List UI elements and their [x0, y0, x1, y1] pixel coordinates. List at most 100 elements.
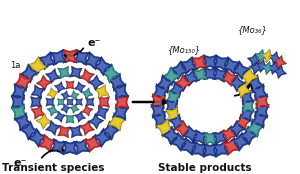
Polygon shape	[169, 60, 189, 80]
Polygon shape	[77, 100, 81, 104]
Polygon shape	[271, 54, 279, 62]
Polygon shape	[49, 90, 56, 97]
Polygon shape	[62, 92, 69, 98]
Polygon shape	[72, 68, 80, 77]
Polygon shape	[112, 83, 129, 100]
Polygon shape	[203, 55, 217, 69]
Polygon shape	[61, 104, 70, 113]
Polygon shape	[155, 86, 166, 98]
Polygon shape	[276, 58, 284, 66]
Polygon shape	[261, 49, 275, 63]
Polygon shape	[155, 74, 175, 94]
Polygon shape	[169, 132, 189, 152]
Polygon shape	[84, 90, 91, 97]
Polygon shape	[14, 86, 25, 97]
Polygon shape	[88, 113, 104, 129]
Polygon shape	[153, 106, 163, 116]
Polygon shape	[168, 102, 176, 110]
Polygon shape	[67, 82, 73, 88]
Polygon shape	[86, 55, 99, 67]
Polygon shape	[82, 88, 93, 99]
Polygon shape	[65, 143, 75, 152]
Polygon shape	[79, 120, 95, 136]
Polygon shape	[215, 57, 226, 68]
Polygon shape	[182, 69, 200, 87]
Polygon shape	[159, 122, 171, 134]
Polygon shape	[79, 68, 95, 84]
Polygon shape	[155, 118, 175, 138]
Polygon shape	[104, 67, 117, 80]
Polygon shape	[68, 100, 72, 104]
Polygon shape	[168, 81, 186, 98]
Polygon shape	[101, 121, 121, 140]
Polygon shape	[254, 94, 269, 109]
Polygon shape	[76, 52, 87, 63]
Polygon shape	[87, 99, 93, 105]
Polygon shape	[166, 90, 181, 105]
Text: {Mo₃₆}: {Mo₃₆}	[238, 25, 268, 34]
Polygon shape	[69, 66, 82, 79]
Polygon shape	[228, 120, 246, 138]
Polygon shape	[203, 143, 217, 157]
Polygon shape	[168, 113, 186, 131]
Polygon shape	[237, 117, 249, 128]
Polygon shape	[252, 64, 260, 72]
Polygon shape	[174, 74, 192, 92]
Polygon shape	[223, 128, 235, 140]
Polygon shape	[92, 56, 112, 76]
Polygon shape	[65, 52, 75, 61]
Polygon shape	[261, 61, 275, 75]
Polygon shape	[239, 126, 259, 146]
Polygon shape	[76, 113, 84, 120]
Polygon shape	[98, 96, 110, 108]
Polygon shape	[195, 70, 205, 80]
Polygon shape	[56, 113, 64, 120]
Text: e⁻: e⁻	[14, 158, 27, 168]
Polygon shape	[83, 134, 102, 153]
Polygon shape	[107, 112, 126, 131]
Polygon shape	[257, 106, 267, 116]
Polygon shape	[231, 60, 250, 80]
Polygon shape	[47, 88, 58, 99]
Polygon shape	[67, 116, 73, 122]
Polygon shape	[239, 90, 254, 105]
Polygon shape	[231, 77, 243, 89]
Polygon shape	[45, 120, 61, 136]
Polygon shape	[45, 68, 61, 84]
Polygon shape	[100, 98, 108, 106]
Polygon shape	[171, 117, 183, 128]
Polygon shape	[60, 127, 68, 136]
Polygon shape	[212, 67, 228, 83]
Polygon shape	[250, 111, 268, 129]
Polygon shape	[73, 49, 90, 66]
Polygon shape	[215, 132, 225, 142]
Polygon shape	[242, 93, 252, 103]
Polygon shape	[173, 135, 186, 148]
Polygon shape	[36, 75, 52, 91]
Polygon shape	[234, 135, 247, 148]
Polygon shape	[31, 105, 45, 120]
Polygon shape	[185, 128, 197, 140]
Polygon shape	[47, 99, 53, 105]
Polygon shape	[14, 107, 25, 118]
Polygon shape	[152, 111, 169, 129]
Polygon shape	[70, 104, 79, 113]
Polygon shape	[273, 65, 287, 79]
Polygon shape	[58, 125, 70, 138]
Polygon shape	[212, 129, 228, 145]
Polygon shape	[71, 92, 78, 98]
Polygon shape	[92, 128, 112, 148]
Polygon shape	[228, 74, 246, 92]
Polygon shape	[66, 115, 74, 123]
Polygon shape	[67, 98, 73, 106]
Polygon shape	[231, 132, 250, 152]
Polygon shape	[20, 64, 39, 83]
Polygon shape	[54, 111, 66, 122]
Polygon shape	[273, 55, 287, 69]
Text: 1a: 1a	[10, 61, 20, 70]
Polygon shape	[152, 83, 169, 101]
Polygon shape	[61, 90, 70, 100]
Polygon shape	[96, 60, 109, 73]
Polygon shape	[82, 71, 92, 81]
Polygon shape	[177, 77, 189, 89]
